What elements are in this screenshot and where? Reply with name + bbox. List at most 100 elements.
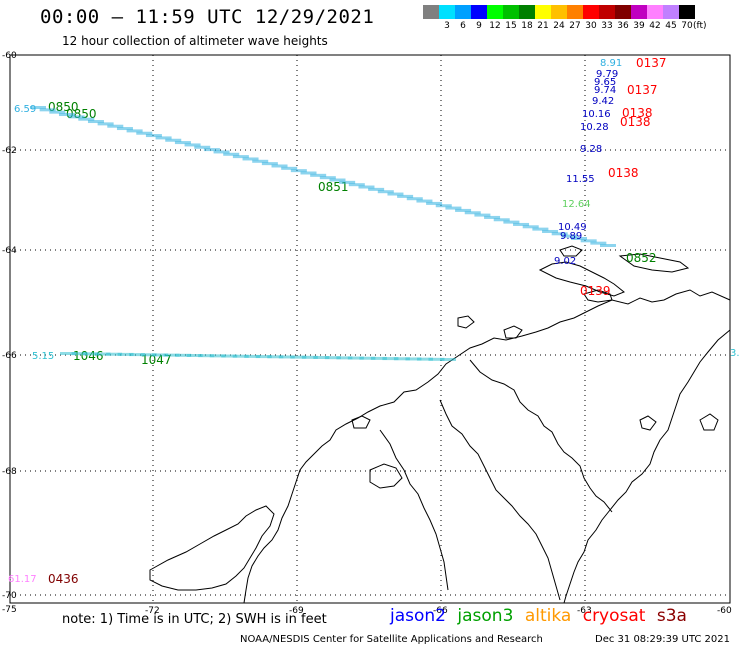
track-sample-mark [313, 356, 330, 359]
islands-a [559, 245, 583, 257]
track-value: 10.49 [558, 222, 587, 233]
color-swatch [663, 5, 679, 19]
track-sample-mark [140, 353, 157, 357]
track-sample-mark [440, 358, 456, 361]
track-sample-mark [301, 355, 318, 359]
track-sample-mark [435, 204, 452, 208]
track-time: 0436 [48, 572, 79, 586]
track-sample-mark [78, 117, 95, 121]
track-sample-mark [445, 206, 462, 210]
track-sample-mark [261, 162, 278, 166]
track-sample-mark [255, 355, 272, 359]
track-sample-mark [336, 356, 353, 360]
track-value: 11.55 [566, 174, 595, 185]
peninsula-coast-main [243, 289, 731, 604]
track-sample-mark [339, 180, 356, 184]
scale-label: 36 [617, 21, 629, 31]
legend-jason3: jason3 [457, 606, 514, 626]
track-value: 9.02 [554, 256, 576, 267]
track-sample-mark [267, 355, 284, 359]
track-sample-mark [126, 129, 143, 133]
lat-label: -75 [2, 605, 17, 615]
track-sample-mark [116, 127, 133, 131]
scale-label: 12 [489, 21, 501, 31]
track-value: 10.16 [582, 109, 611, 120]
color-swatch [679, 5, 695, 19]
track-sample-mark [87, 120, 104, 124]
track-sample-mark [329, 178, 346, 182]
scale-label: 39 [633, 21, 645, 31]
color-swatch [471, 5, 487, 19]
track-sample-mark [71, 352, 88, 356]
track-value: 8.91 [600, 58, 622, 69]
legend-s3a: s3a [656, 606, 687, 626]
track-sample-mark [194, 145, 211, 149]
color-swatch [535, 5, 551, 19]
track-sample-mark [136, 131, 153, 135]
scale-label: 18 [521, 21, 533, 31]
adelaide-isl [369, 463, 403, 489]
track-sample-mark [49, 110, 66, 114]
color-swatch [439, 5, 455, 19]
track-sample-mark [198, 354, 215, 358]
track-sample-mark [600, 244, 616, 247]
footer: NOAA/NESDIS Center for Satellite Applica… [240, 634, 730, 645]
legend-altika: altika [524, 606, 572, 626]
scale-label: 3 [444, 21, 450, 31]
track-sample-mark [30, 106, 46, 109]
map-subtitle: 12 hour collection of altimeter wave hei… [62, 34, 328, 48]
track-sample-mark [416, 199, 433, 203]
track-sample-mark [484, 215, 501, 219]
cryosat-time: 0137 [627, 83, 658, 97]
lon-label: -69 [289, 606, 304, 616]
scale-label: 70 [681, 21, 693, 31]
islands-h [699, 413, 719, 431]
track-sample-mark [203, 148, 220, 152]
track-sample-mark [107, 124, 124, 128]
lon-label: -63 [577, 606, 592, 616]
track-sample-mark [223, 152, 240, 156]
color-swatch [631, 5, 647, 19]
track-sample-mark [152, 353, 169, 357]
track-sample-mark [428, 357, 445, 361]
scale-label: 45 [665, 21, 677, 31]
cryosat-time: 0138 [622, 106, 653, 120]
track-sample-mark [464, 211, 481, 215]
track-sample-mark [455, 208, 472, 212]
color-swatch [647, 5, 663, 19]
peninsula-coast-east [563, 329, 731, 604]
track-sample-mark [186, 354, 203, 357]
footer-org: NOAA/NESDIS Center for Satellite Applica… [240, 634, 543, 645]
track-sample-mark [117, 352, 134, 356]
color-swatch [567, 5, 583, 19]
graticule [10, 55, 730, 603]
track-sample-mark [405, 357, 422, 361]
track-sample-mark [397, 194, 414, 198]
islands-d [457, 315, 475, 329]
islands-g [639, 415, 657, 431]
track-sample-mark [370, 356, 387, 360]
track-sample-mark [281, 166, 298, 170]
islands-b [618, 253, 690, 273]
lat-label: -62 [2, 146, 17, 156]
color-swatch [583, 5, 599, 19]
track-sample-mark [175, 353, 192, 357]
vertical-track-labels: 8.91 9.79 9.65 9.74 9.42 10.16 10.28 9.2… [554, 58, 622, 267]
track-sample-mark [513, 222, 530, 226]
coastline [149, 245, 731, 604]
track-sample-mark [271, 164, 288, 168]
scale-unit: (ft) [693, 21, 707, 31]
inner-coast-c [379, 429, 449, 591]
cryosat-time: 0139 [580, 284, 611, 298]
color-swatch [487, 5, 503, 19]
upper-track-dense [30, 106, 616, 247]
inner-coast-a [469, 359, 613, 513]
track-sample-mark [252, 159, 269, 163]
track-value: 5.15 [32, 351, 54, 362]
footnote: note: 1) Time is in UTC; 2) SWH is in fe… [62, 612, 327, 627]
color-swatch [423, 5, 439, 19]
lon-axis-labels: -72 -69 -66 -63 -60 [145, 606, 732, 616]
color-swatch [615, 5, 631, 19]
track-sample-mark [310, 173, 327, 177]
